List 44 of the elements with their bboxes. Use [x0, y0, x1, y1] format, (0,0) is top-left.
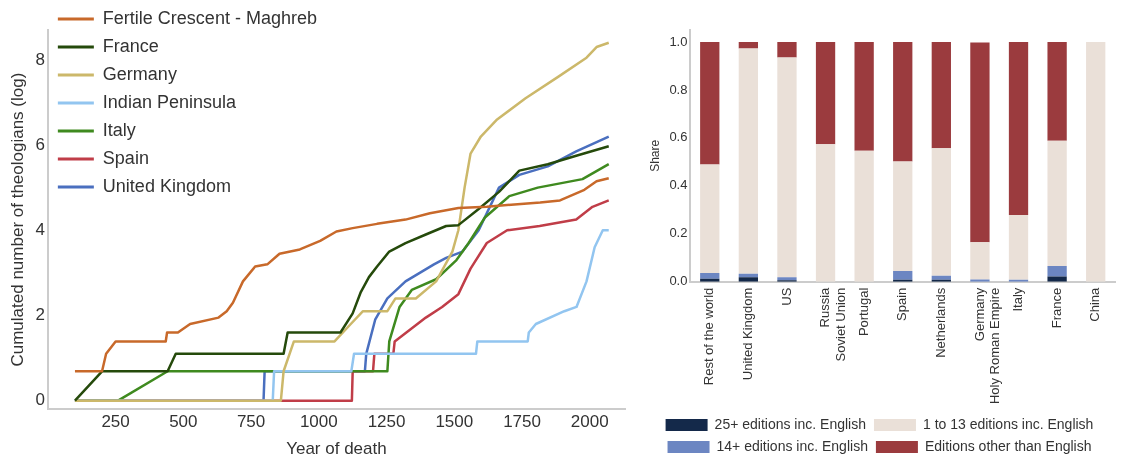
legend-label: 14+ editions inc. English [716, 437, 868, 454]
x-tick-label: Germany Holy Roman Empire [971, 287, 1003, 405]
legend-label: Spain [102, 147, 149, 168]
legend-label: United Kingdom [102, 175, 231, 196]
y-tick-label: 6 [35, 134, 45, 154]
legend-label: Editions other than English [924, 437, 1092, 454]
y-axis-title: Share [647, 139, 662, 172]
x-tick-label: 1500 [435, 412, 474, 432]
legend-label: 25+ editions inc. English [714, 415, 866, 432]
x-axis-title: Year of death [286, 439, 387, 459]
legend-label: Indian Peninsula [102, 91, 237, 112]
x-tick-label: Russia Soviet Union [817, 286, 848, 362]
x-tick-label: 2000 [570, 412, 609, 432]
x-tick-label: Portugal [855, 287, 871, 337]
y-tick-label: 4 [35, 219, 45, 239]
legend-label: Fertile Crescent - Maghreb [102, 7, 317, 28]
legend-label: 1 to 13 editions inc. English [922, 415, 1094, 432]
x-tick-label: 1750 [503, 412, 541, 432]
legend-label: France [102, 35, 159, 56]
x-tick-label: United Kingdom [739, 287, 755, 381]
x-tick-label: 500 [169, 412, 198, 432]
x-tick-label: China [1087, 286, 1103, 322]
y-axis-title: Cumulated number of theologians (log) [7, 72, 27, 367]
x-tick-label: Rest of the world [701, 287, 717, 386]
legend-label: Germany [102, 63, 177, 84]
y-tick-label: 8 [35, 49, 45, 69]
y-tick-label: 1.0 [669, 33, 688, 49]
y-tick-label: 0.8 [669, 81, 688, 97]
y-tick-label: 0.6 [669, 129, 688, 145]
x-tick-label: 750 [236, 412, 266, 432]
y-tick-label: 0.2 [669, 225, 688, 241]
x-tick-label: 1250 [367, 412, 406, 432]
x-tick-label: Spain [894, 287, 910, 321]
y-tick-label: 2 [35, 305, 45, 325]
y-tick-label: 0.4 [669, 177, 688, 193]
x-tick-label: Netherlands [932, 287, 948, 358]
x-tick-label: US [778, 287, 794, 306]
x-tick-label: 1000 [299, 412, 338, 432]
y-tick-label: 0 [35, 390, 45, 410]
legend-label: Italy [102, 119, 136, 140]
x-tick-label: France [1048, 287, 1064, 329]
x-tick-label: 250 [101, 412, 130, 432]
y-tick-label: 0.0 [669, 273, 688, 289]
x-tick-label: Italy [1010, 287, 1026, 312]
